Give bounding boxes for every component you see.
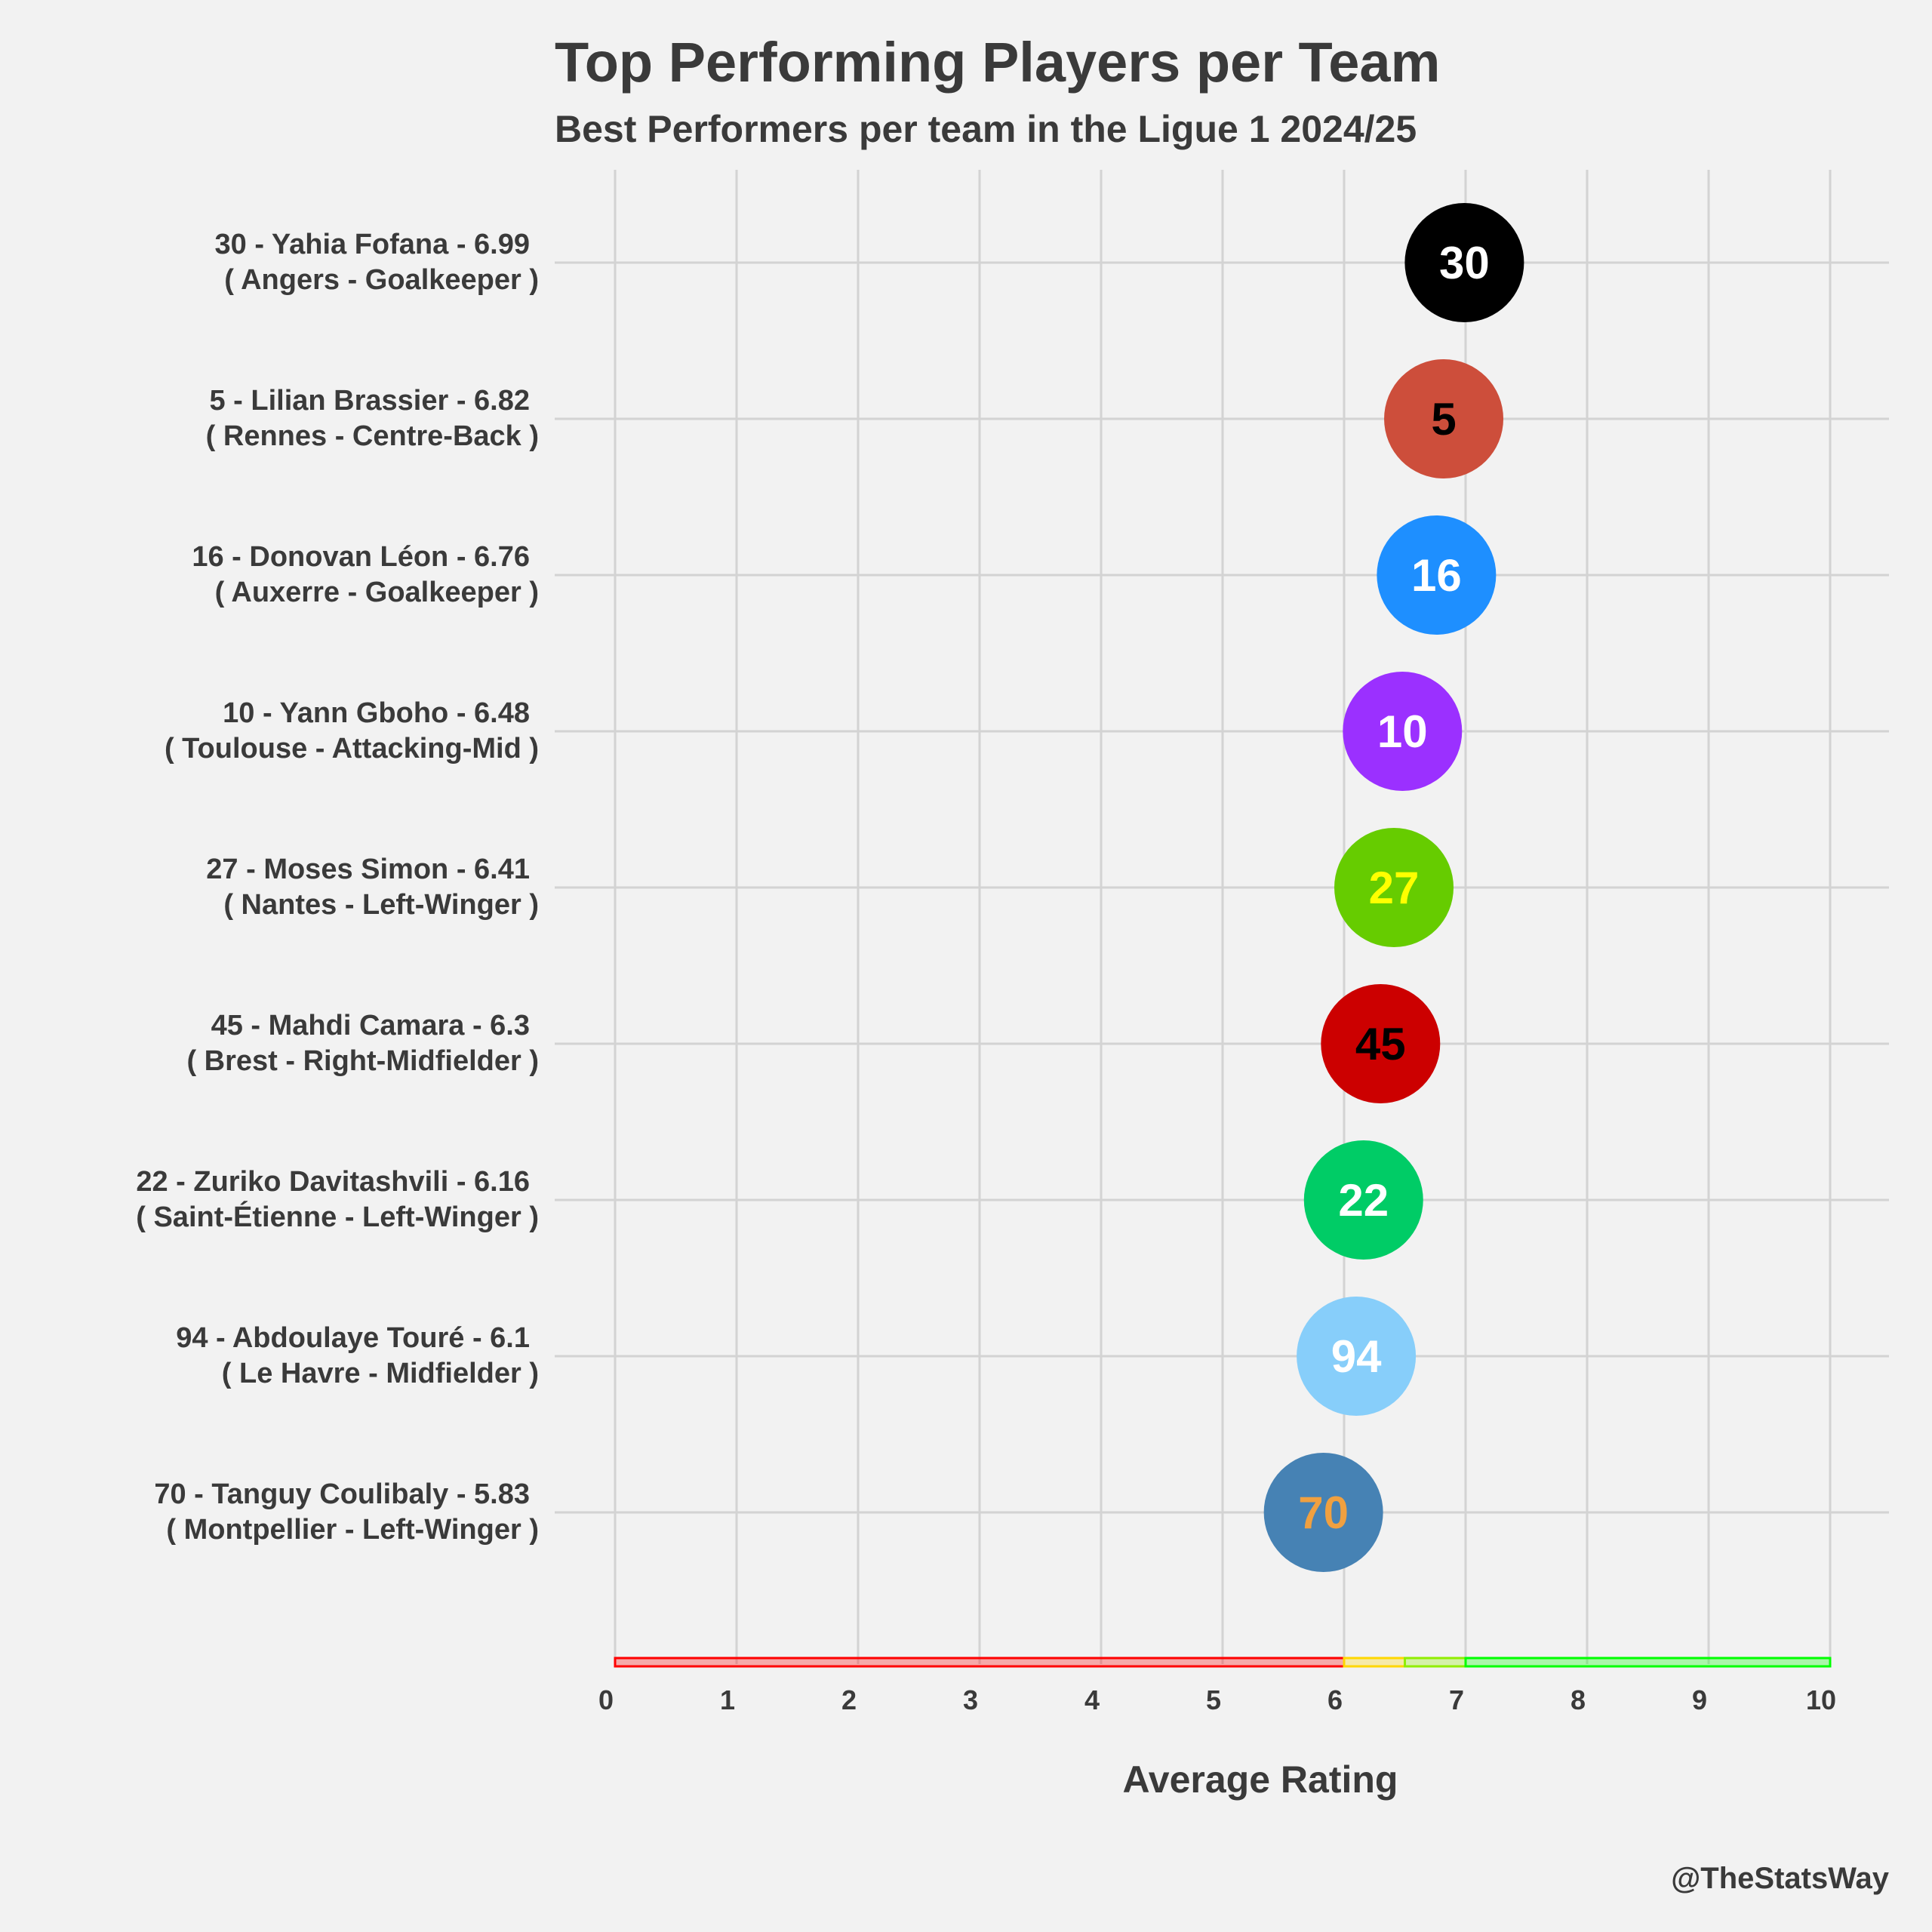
player-detail-label: ( Brest - Right-Midfielder ) [186,1045,539,1077]
player-point [1303,1140,1423,1260]
rating-band-2 [1404,1657,1467,1668]
x-tick-label: 2 [841,1684,857,1715]
rating-bands [614,1657,1832,1668]
player-detail-label: ( Rennes - Centre-Back ) [206,420,539,452]
x-tick-label: 6 [1327,1684,1343,1715]
player-point [1343,672,1463,791]
player-name-label: 94 - Abdoulaye Touré - 6.1 [176,1322,530,1354]
x-axis-label: Average Rating [1123,1758,1398,1801]
chart-title: Top Performing Players per Team [555,31,1440,94]
horizontal-grid [555,261,1889,1514]
player-detail-label: ( Le Havre - Midfielder ) [222,1358,539,1389]
player-number-label: 30 [1439,238,1490,288]
rating-band-3 [1464,1657,1832,1668]
player-detail-label: ( Nantes - Left-Winger ) [223,889,539,921]
player-point [1263,1453,1383,1572]
player-point [1297,1297,1417,1416]
player-number-label: 22 [1338,1175,1389,1226]
player-number-label: 16 [1411,550,1462,601]
player-number-label: 10 [1377,706,1428,757]
x-tick-label: 0 [598,1684,614,1715]
x-tick-label: 7 [1449,1684,1464,1715]
player-name-label: 27 - Moses Simon - 6.41 [206,854,530,885]
player-point [1384,359,1504,478]
player-name-label: 10 - Yann Gboho - 6.48 [223,697,530,729]
player-name-label: 5 - Lilian Brassier - 6.82 [209,385,530,417]
vertical-grid [614,170,1832,1664]
player-point [1321,984,1441,1103]
player-detail-label: ( Montpellier - Left-Winger ) [166,1514,539,1546]
chart-subtitle: Best Performers per team in the Ligue 1 … [555,108,1417,150]
player-name-label: 45 - Mahdi Camara - 6.3 [211,1010,530,1041]
x-tick-label: 5 [1206,1684,1221,1715]
player-detail-label: ( Angers - Goalkeeper ) [224,264,539,296]
player-number-label: 94 [1331,1331,1382,1382]
y-axis-labels: 30 - Yahia Fofana - 6.99 ( Angers - Goalk… [136,229,539,1546]
player-detail-label: ( Toulouse - Attacking-Mid ) [165,733,539,764]
x-tick-label: 10 [1806,1684,1836,1715]
player-point [1377,515,1497,635]
player-points: 30 5 16 10 27 45 22 94 70 [1263,203,1524,1572]
x-tick-label: 3 [963,1684,978,1715]
x-axis-ticks: 0 1 2 3 4 5 6 7 8 9 10 [598,1684,1836,1715]
player-detail-label: ( Saint-Étienne - Left-Winger ) [136,1200,539,1233]
player-point [1334,828,1454,947]
player-detail-label: ( Auxerre - Goalkeeper ) [215,577,539,608]
player-name-label: 70 - Tanguy Coulibaly - 5.83 [154,1478,530,1510]
x-tick-label: 8 [1571,1684,1586,1715]
player-name-label: 22 - Zuriko Davitashvili - 6.16 [136,1166,530,1198]
x-tick-label: 4 [1084,1684,1100,1715]
player-number-label: 45 [1355,1019,1406,1069]
player-point [1404,203,1524,322]
rating-band-0 [614,1657,1346,1668]
player-number-label: 70 [1298,1487,1349,1538]
player-number-label: 5 [1431,394,1456,445]
x-tick-label: 9 [1692,1684,1707,1715]
credit-label: @TheStatsWay [1671,1862,1889,1895]
player-name-label: 16 - Donovan Léon - 6.76 [192,541,530,573]
player-number-label: 27 [1369,863,1420,913]
x-tick-label: 1 [720,1684,735,1715]
rating-band-1 [1343,1657,1406,1668]
player-name-label: 30 - Yahia Fofana - 6.99 [215,229,530,260]
